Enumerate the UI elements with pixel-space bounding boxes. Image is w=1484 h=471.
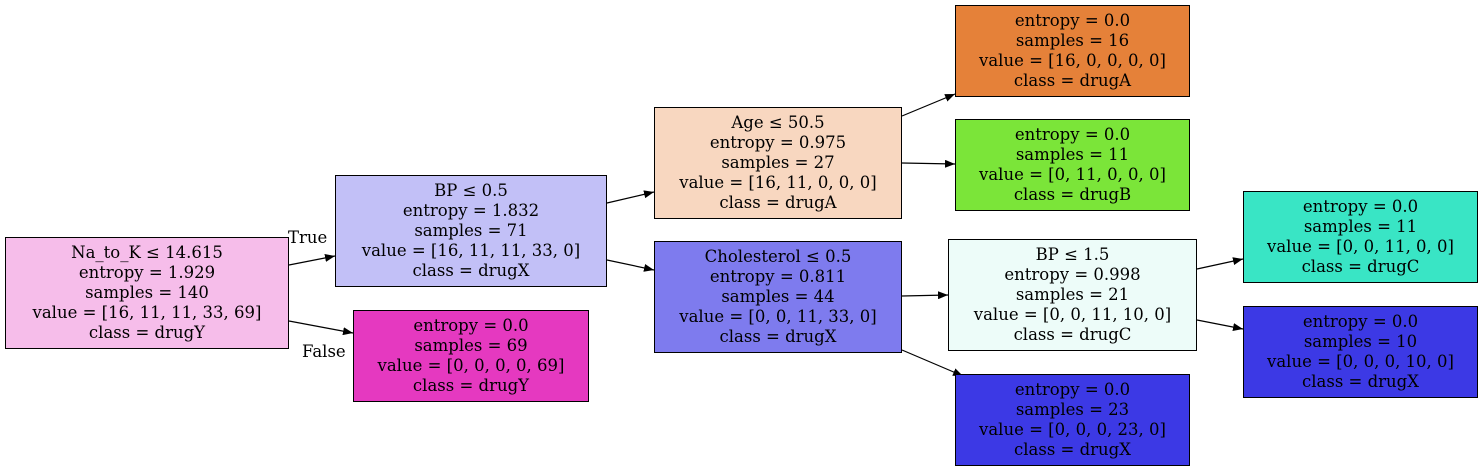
edge-label-true: True — [288, 228, 328, 247]
node-line: samples = 10 — [1303, 332, 1418, 351]
edge-n4-n8 — [901, 349, 964, 377]
node-line: samples = 11 — [1015, 145, 1130, 164]
edge-n1-n4 — [606, 259, 655, 272]
tree-leaf-drugx-2: entropy = 0.0 samples = 10 value = [0, 0… — [1243, 306, 1478, 398]
node-line: value = [0, 0, 0, 0, 69] — [377, 356, 565, 375]
edge-n0-n1 — [288, 253, 336, 266]
node-line: entropy = 0.0 — [1014, 125, 1131, 144]
node-line: samples = 21 — [1015, 285, 1130, 304]
edge-n4-n7 — [901, 291, 949, 300]
edge-n3-n6 — [901, 159, 956, 168]
node-line: entropy = 1.929 — [78, 263, 216, 282]
node-line: samples = 44 — [721, 287, 835, 306]
node-line: samples = 71 — [414, 221, 528, 240]
node-line: entropy = 0.0 — [413, 316, 529, 335]
edge-n7-n10 — [1196, 319, 1244, 332]
node-line: value = [16, 11, 11, 33, 69] — [32, 303, 262, 322]
tree-node-root: Na_to_K ≤ 14.615 entropy = 1.929 samples… — [5, 237, 289, 349]
node-line: class = drugA — [719, 193, 837, 212]
node-line: class = drugA — [1013, 71, 1132, 90]
node-line: samples = 69 — [414, 336, 528, 355]
node-line: class = drugY — [88, 323, 206, 342]
node-line: samples = 23 — [1015, 400, 1130, 419]
edge-n7-n9 — [1196, 257, 1244, 270]
edge-n3-n5 — [901, 93, 956, 117]
node-line: entropy = 0.0 — [1014, 380, 1131, 399]
node-line: samples = 27 — [721, 153, 835, 172]
node-line: class = drugC — [1301, 257, 1420, 276]
node-line: Na_to_K ≤ 14.615 — [71, 243, 223, 262]
node-line: entropy = 0.0 — [1302, 197, 1419, 216]
node-line: value = [16, 11, 0, 0, 0] — [679, 173, 877, 192]
node-line: value = [0, 0, 11, 33, 0] — [679, 307, 877, 326]
node-line: value = [16, 0, 0, 0, 0] — [979, 51, 1166, 70]
tree-leaf-drugc: entropy = 0.0 samples = 11 value = [0, 0… — [1243, 191, 1478, 283]
node-line: class = drugC — [1013, 325, 1132, 344]
node-line: entropy = 1.832 — [402, 201, 540, 220]
edge-label-false: False — [302, 342, 346, 361]
node-line: class = drugB — [1013, 185, 1132, 204]
node-line: value = [16, 11, 11, 33, 0] — [361, 241, 581, 260]
tree-leaf-drugx: entropy = 0.0 samples = 23 value = [0, 0… — [955, 374, 1190, 466]
node-line: value = [0, 0, 0, 23, 0] — [979, 420, 1166, 439]
node-line: value = [0, 0, 11, 10, 0] — [973, 305, 1172, 324]
tree-node-age-split: Age ≤ 50.5 entropy = 0.975 samples = 27 … — [654, 107, 902, 219]
node-line: Cholesterol ≤ 0.5 — [704, 247, 852, 266]
node-line: class = drugX — [719, 327, 837, 346]
node-line: entropy = 0.811 — [709, 267, 847, 286]
tree-leaf-drugb: entropy = 0.0 samples = 11 value = [0, 1… — [955, 119, 1190, 211]
node-line: samples = 11 — [1303, 217, 1418, 236]
node-line: class = drugX — [1302, 372, 1419, 391]
node-line: samples = 140 — [85, 283, 209, 302]
node-line: class = drugY — [412, 376, 530, 395]
node-line: samples = 16 — [1015, 31, 1130, 50]
node-line: BP ≤ 0.5 — [434, 181, 508, 200]
tree-node-bp-split: BP ≤ 0.5 entropy = 1.832 samples = 71 va… — [335, 175, 607, 287]
tree-leaf-druga: entropy = 0.0 samples = 16 value = [16, … — [955, 5, 1190, 97]
node-line: Age ≤ 50.5 — [731, 113, 825, 132]
tree-node-bp-split-2: BP ≤ 1.5 entropy = 0.998 samples = 21 va… — [948, 239, 1197, 351]
node-line: class = drugX — [1014, 440, 1131, 459]
node-line: entropy = 0.0 — [1302, 312, 1419, 331]
node-line: value = [0, 0, 0, 10, 0] — [1267, 352, 1454, 371]
node-line: value = [0, 11, 0, 0, 0] — [979, 165, 1166, 184]
node-line: value = [0, 0, 11, 0, 0] — [1267, 237, 1454, 256]
tree-leaf-drugy: entropy = 0.0 samples = 69 value = [0, 0… — [353, 310, 589, 402]
node-line: entropy = 0.0 — [1014, 11, 1131, 30]
node-line: entropy = 0.998 — [1004, 265, 1141, 284]
node-line: BP ≤ 1.5 — [1035, 245, 1110, 264]
edge-n0-n2 — [288, 320, 354, 336]
edge-n1-n3 — [606, 190, 655, 204]
node-line: class = drugX — [412, 261, 530, 280]
tree-node-cholesterol-split: Cholesterol ≤ 0.5 entropy = 0.811 sample… — [654, 241, 902, 353]
node-line: entropy = 0.975 — [709, 133, 847, 152]
